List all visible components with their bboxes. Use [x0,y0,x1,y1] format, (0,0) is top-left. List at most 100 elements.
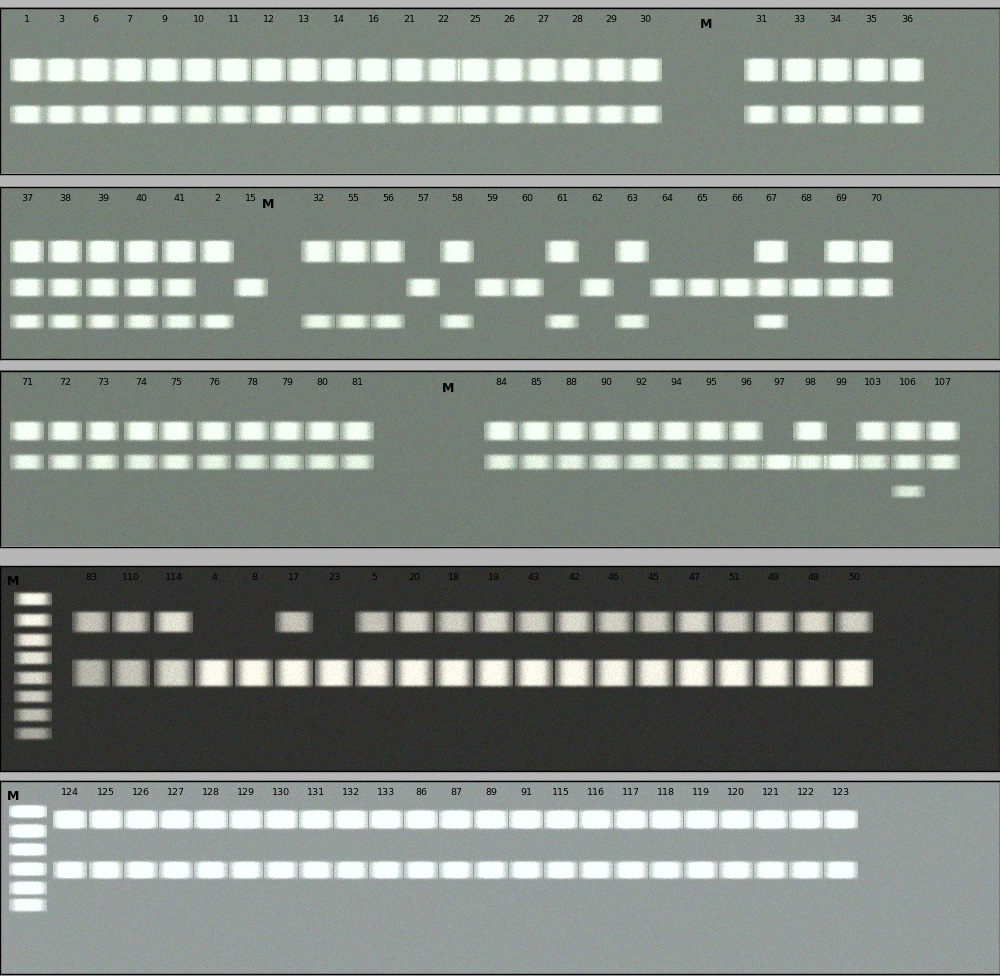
Text: 70: 70 [870,194,882,203]
Text: 60: 60 [521,194,533,203]
Text: 50: 50 [848,573,860,582]
Text: 7: 7 [126,15,132,23]
Text: 132: 132 [342,788,360,796]
Text: 67: 67 [765,194,777,203]
Text: 45: 45 [648,573,660,582]
Text: 114: 114 [165,573,183,582]
Text: 5: 5 [371,573,377,582]
Text: M: M [262,198,274,211]
Text: 126: 126 [132,788,150,796]
Text: 107: 107 [934,378,952,386]
Text: 128: 128 [202,788,220,796]
Text: 10: 10 [193,15,205,23]
Text: 38: 38 [59,194,71,203]
Text: 55: 55 [347,194,359,203]
Text: 34: 34 [829,15,841,23]
Text: 47: 47 [688,573,700,582]
Text: 49: 49 [768,573,780,582]
Text: 16: 16 [368,15,380,23]
Text: 80: 80 [316,378,328,386]
Text: M: M [442,382,454,394]
Text: 87: 87 [450,788,462,796]
Text: 25: 25 [469,15,481,23]
Text: 1: 1 [24,15,30,23]
Text: 78: 78 [246,378,258,386]
Text: 21: 21 [403,15,415,23]
Text: 59: 59 [486,194,498,203]
Text: 41: 41 [173,194,185,203]
Text: 56: 56 [382,194,394,203]
Text: 96: 96 [740,378,752,386]
Text: 18: 18 [448,573,460,582]
Text: 121: 121 [762,788,780,796]
Text: 30: 30 [639,15,651,23]
Text: M: M [700,18,712,30]
Text: 33: 33 [793,15,805,23]
Text: 76: 76 [208,378,220,386]
Text: 120: 120 [727,788,745,796]
Text: 48: 48 [808,573,820,582]
Text: 57: 57 [417,194,429,203]
Text: 31: 31 [755,15,767,23]
Text: 106: 106 [899,378,917,386]
Text: 65: 65 [696,194,708,203]
Text: 42: 42 [568,573,580,582]
Text: 117: 117 [622,788,640,796]
Text: 51: 51 [728,573,740,582]
Text: 36: 36 [901,15,913,23]
Text: 14: 14 [333,15,345,23]
Text: 130: 130 [272,788,290,796]
Text: 15: 15 [245,194,257,203]
Text: 110: 110 [122,573,140,582]
Text: 64: 64 [661,194,673,203]
Text: 115: 115 [552,788,570,796]
Text: 125: 125 [97,788,115,796]
Text: 22: 22 [437,15,449,23]
Text: 8: 8 [251,573,257,582]
Text: 13: 13 [298,15,310,23]
Text: 122: 122 [797,788,815,796]
Text: 119: 119 [692,788,710,796]
Text: 3: 3 [58,15,64,23]
Text: 39: 39 [97,194,109,203]
Text: 23: 23 [328,573,340,582]
Text: 116: 116 [587,788,605,796]
Text: 19: 19 [488,573,500,582]
Text: 118: 118 [657,788,675,796]
Text: 84: 84 [495,378,507,386]
Text: 131: 131 [307,788,325,796]
Text: 98: 98 [804,378,816,386]
Text: M: M [7,575,19,588]
Text: 79: 79 [281,378,293,386]
Text: 6: 6 [92,15,98,23]
Text: 40: 40 [135,194,147,203]
Text: 69: 69 [835,194,847,203]
Text: 123: 123 [832,788,850,796]
Text: 9: 9 [161,15,167,23]
Text: 12: 12 [263,15,275,23]
Text: 89: 89 [485,788,497,796]
Text: 28: 28 [571,15,583,23]
Text: 99: 99 [835,378,847,386]
Text: 61: 61 [556,194,568,203]
Text: 58: 58 [451,194,463,203]
Text: 90: 90 [600,378,612,386]
Text: 86: 86 [415,788,427,796]
Text: M: M [7,790,19,802]
Text: 27: 27 [537,15,549,23]
Text: 17: 17 [288,573,300,582]
Text: 94: 94 [670,378,682,386]
Text: 88: 88 [565,378,577,386]
Text: 127: 127 [167,788,185,796]
Text: 11: 11 [228,15,240,23]
Text: 75: 75 [170,378,182,386]
Text: 73: 73 [97,378,109,386]
Text: 46: 46 [608,573,620,582]
Text: 83: 83 [85,573,97,582]
Text: 35: 35 [865,15,877,23]
Text: 71: 71 [21,378,33,386]
Text: 124: 124 [61,788,79,796]
Text: 20: 20 [408,573,420,582]
Text: 4: 4 [211,573,217,582]
Text: 95: 95 [705,378,717,386]
